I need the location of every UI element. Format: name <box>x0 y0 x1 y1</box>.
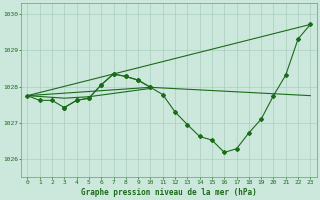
X-axis label: Graphe pression niveau de la mer (hPa): Graphe pression niveau de la mer (hPa) <box>81 188 257 197</box>
